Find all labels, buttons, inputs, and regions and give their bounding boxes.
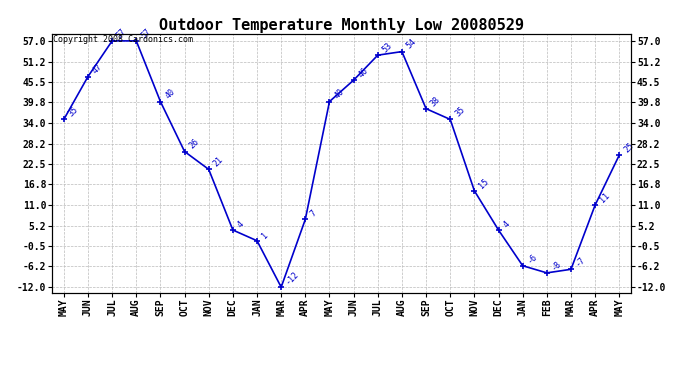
Text: 35: 35: [453, 105, 466, 118]
Text: 15: 15: [477, 177, 491, 190]
Text: 1: 1: [260, 230, 270, 240]
Text: 25: 25: [622, 141, 635, 154]
Text: 54: 54: [405, 38, 418, 51]
Text: 46: 46: [357, 66, 370, 80]
Text: -7: -7: [574, 255, 587, 268]
Text: 53: 53: [381, 41, 394, 54]
Text: 40: 40: [333, 87, 346, 101]
Text: 4: 4: [502, 219, 511, 229]
Text: 38: 38: [429, 94, 442, 108]
Text: 57: 57: [115, 27, 128, 40]
Text: 57: 57: [139, 27, 152, 40]
Text: 11: 11: [598, 191, 611, 204]
Text: Copyright 2008 Cardonics.com: Copyright 2008 Cardonics.com: [53, 35, 193, 44]
Text: 7: 7: [308, 209, 318, 219]
Title: Outdoor Temperature Monthly Low 20080529: Outdoor Temperature Monthly Low 20080529: [159, 18, 524, 33]
Text: 21: 21: [212, 155, 225, 169]
Text: 26: 26: [188, 137, 201, 151]
Text: 40: 40: [164, 87, 177, 101]
Text: 4: 4: [236, 219, 246, 229]
Text: 47: 47: [91, 62, 104, 76]
Text: 35: 35: [67, 105, 80, 118]
Text: -12: -12: [284, 269, 301, 286]
Text: -6: -6: [526, 252, 539, 265]
Text: -8: -8: [550, 259, 563, 272]
